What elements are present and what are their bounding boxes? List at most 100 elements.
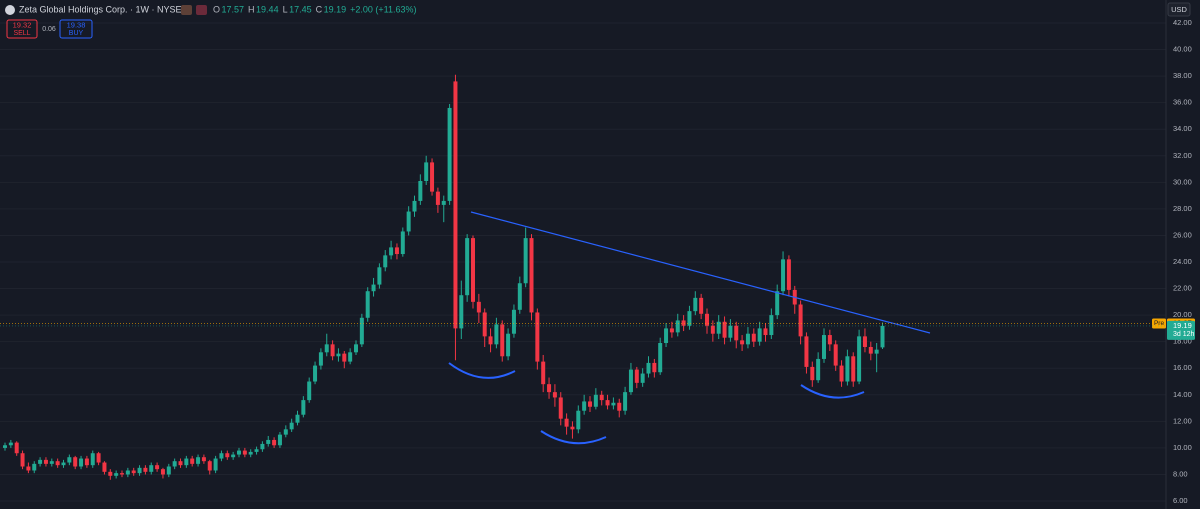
y-tick-label: 10.00 bbox=[1173, 443, 1192, 452]
candle-body bbox=[96, 453, 101, 463]
candle-body bbox=[634, 369, 639, 383]
candle-body bbox=[219, 453, 224, 459]
candle-body bbox=[225, 453, 230, 458]
candle-body bbox=[465, 238, 470, 296]
y-tick-label: 36.00 bbox=[1173, 98, 1192, 107]
buy-button[interactable] bbox=[59, 19, 93, 39]
candle-body bbox=[453, 81, 458, 329]
candle-body bbox=[190, 458, 195, 464]
candle-body bbox=[786, 259, 791, 290]
candle-body bbox=[102, 462, 107, 472]
y-tick-label: 20.00 bbox=[1173, 310, 1192, 319]
candle-body bbox=[769, 315, 774, 336]
candle-body bbox=[394, 247, 399, 255]
candle-body bbox=[131, 470, 136, 474]
candle-body bbox=[377, 267, 382, 285]
candle-body bbox=[149, 465, 154, 472]
candle-body bbox=[482, 312, 487, 337]
y-tick-label: 34.00 bbox=[1173, 124, 1192, 133]
ohlc-value: 17.57 bbox=[222, 4, 245, 14]
arc-annotation bbox=[540, 430, 607, 445]
candle-body bbox=[330, 344, 335, 357]
candle-body bbox=[371, 284, 376, 292]
candle-body bbox=[120, 473, 124, 475]
candle-body bbox=[798, 304, 803, 337]
candle-body bbox=[114, 473, 119, 476]
candle-body bbox=[763, 328, 768, 336]
spread: 0.06 bbox=[42, 26, 56, 33]
candle-body bbox=[599, 394, 604, 401]
buy-price: 19.38 bbox=[67, 20, 86, 29]
candle-body bbox=[248, 451, 253, 455]
candle-body bbox=[640, 373, 645, 383]
candle-body bbox=[868, 346, 873, 354]
currency-button[interactable] bbox=[1167, 2, 1191, 17]
arc-annotation bbox=[448, 362, 516, 379]
candle-body bbox=[418, 180, 423, 201]
candle-body bbox=[160, 469, 165, 475]
candle-body bbox=[318, 352, 323, 366]
candle-body bbox=[558, 397, 563, 419]
candle-body bbox=[307, 381, 312, 401]
buy-label: BUY bbox=[69, 30, 84, 37]
candle-body bbox=[272, 439, 277, 446]
candle-body bbox=[143, 467, 148, 472]
candle-body bbox=[400, 231, 405, 255]
flag-icon bbox=[181, 5, 192, 15]
candle-body bbox=[73, 457, 78, 467]
y-axis: 6.00 8.00 10.00 12.00 14.00 16.00 18.00 20.00 22… bbox=[1173, 18, 1192, 505]
candle-body bbox=[213, 458, 218, 471]
candle-body bbox=[108, 471, 113, 476]
candle-body bbox=[833, 344, 838, 366]
candle-body bbox=[845, 356, 850, 382]
sell-label: SELL bbox=[13, 30, 30, 37]
sell-button[interactable] bbox=[6, 19, 38, 39]
candle-body bbox=[336, 353, 341, 357]
y-tick-label: 8.00 bbox=[1173, 469, 1188, 478]
y-tick-label: 38.00 bbox=[1173, 71, 1192, 80]
candle-body bbox=[365, 291, 370, 318]
candle-body bbox=[541, 361, 546, 385]
candle-body bbox=[201, 457, 206, 462]
candle-body bbox=[435, 191, 440, 205]
y-tick-label: 24.00 bbox=[1173, 257, 1192, 266]
candle-body bbox=[14, 442, 19, 454]
candle-body bbox=[90, 453, 95, 466]
candle-body bbox=[728, 325, 733, 338]
symbol: Zeta Global Holdings Corp. · 1W · NYSE bbox=[19, 4, 182, 14]
ohlc-label: H bbox=[248, 4, 255, 14]
candle-body bbox=[342, 353, 347, 362]
candle-body bbox=[716, 321, 721, 334]
candle-body bbox=[822, 335, 826, 359]
candle-body bbox=[804, 336, 809, 367]
candle-body bbox=[710, 325, 715, 334]
candle-body bbox=[67, 457, 72, 463]
candle-body bbox=[359, 317, 364, 345]
candle-body bbox=[857, 336, 862, 382]
candle-body bbox=[874, 349, 879, 354]
symbol-logo bbox=[5, 5, 15, 15]
candle-body bbox=[775, 291, 780, 316]
candle-body bbox=[576, 410, 581, 430]
candle-body bbox=[617, 402, 622, 411]
y-tick-label: 28.00 bbox=[1173, 204, 1192, 213]
candle-body bbox=[32, 463, 37, 471]
candle-body bbox=[348, 352, 353, 362]
candle-body bbox=[324, 344, 329, 353]
candle-body bbox=[412, 200, 417, 212]
candle-body bbox=[851, 356, 856, 382]
candle-body bbox=[827, 335, 832, 345]
y-tick-label: 30.00 bbox=[1173, 177, 1192, 186]
candle-body bbox=[588, 401, 592, 407]
candle-body bbox=[155, 465, 160, 470]
candle-body bbox=[313, 365, 318, 382]
candle-body bbox=[511, 309, 516, 334]
candle-body bbox=[471, 238, 475, 302]
candle-body bbox=[681, 320, 686, 326]
candle-body bbox=[207, 461, 212, 471]
candle-body bbox=[535, 312, 540, 362]
y-tick-label: 18.00 bbox=[1173, 337, 1192, 346]
